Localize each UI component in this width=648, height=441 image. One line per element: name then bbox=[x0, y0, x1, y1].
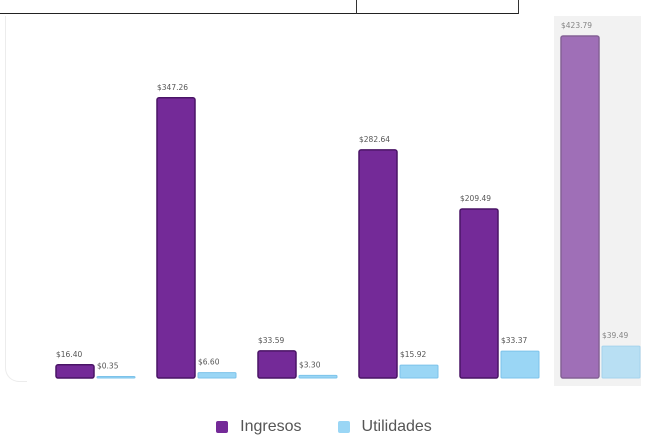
data-label-utilidades-construccion: $3.30 bbox=[299, 360, 321, 369]
bar-ingresos-agropecuario bbox=[55, 364, 95, 379]
bar-utilidades-comercio bbox=[197, 372, 237, 379]
data-label-ingresos-construccion: $33.59 bbox=[258, 336, 284, 345]
data-label-utilidades-minero: $33.37 bbox=[501, 336, 527, 345]
bar-ingresos-comercio bbox=[156, 97, 196, 379]
bar-utilidades-minero bbox=[500, 350, 540, 379]
chart-card: $16.40$0.35AGROPECUARIO$347.26$6.60COMER… bbox=[5, 0, 648, 397]
bar-utilidades-servicios bbox=[601, 345, 641, 379]
data-label-utilidades-manufactura: $15.92 bbox=[400, 350, 426, 359]
table-column-divider bbox=[356, 0, 357, 14]
bar-utilidades-manufactura bbox=[399, 364, 439, 379]
legend-item-utilidades[interactable]: Utilidades bbox=[337, 418, 432, 436]
bar-ingresos-minero bbox=[459, 208, 499, 379]
data-label-ingresos-comercio: $347.26 bbox=[157, 83, 188, 92]
bar-ingresos-servicios bbox=[560, 35, 600, 379]
data-label-utilidades-agropecuario: $0.35 bbox=[97, 362, 119, 371]
legend-label-utilidades: Utilidades bbox=[361, 418, 432, 435]
table-right-edge bbox=[518, 0, 519, 14]
bar-ingresos-manufactura bbox=[358, 149, 398, 379]
legend-label-ingresos: Ingresos bbox=[240, 418, 302, 435]
data-label-ingresos-servicios: $423.79 bbox=[561, 21, 592, 30]
chart-legend: Ingresos Utilidades bbox=[0, 414, 648, 440]
bar-ingresos-construccion bbox=[257, 350, 297, 379]
data-label-ingresos-manufactura: $282.64 bbox=[359, 135, 390, 144]
data-label-utilidades-comercio: $6.60 bbox=[198, 358, 220, 367]
bar-utilidades-construccion bbox=[298, 374, 338, 379]
top-table-fragment bbox=[0, 0, 519, 14]
legend-item-ingresos[interactable]: Ingresos bbox=[216, 418, 302, 436]
data-label-utilidades-servicios: $39.49 bbox=[602, 331, 628, 340]
legend-swatch-utilidades bbox=[337, 421, 350, 433]
data-label-ingresos-minero: $209.49 bbox=[460, 194, 491, 203]
bar-utilidades-agropecuario bbox=[96, 376, 136, 379]
data-label-ingresos-agropecuario: $16.40 bbox=[56, 350, 82, 359]
card-corner bbox=[5, 16, 27, 382]
legend-swatch-ingresos bbox=[216, 421, 229, 433]
bar-chart: $16.40$0.35AGROPECUARIO$347.26$6.60COMER… bbox=[55, 0, 641, 397]
